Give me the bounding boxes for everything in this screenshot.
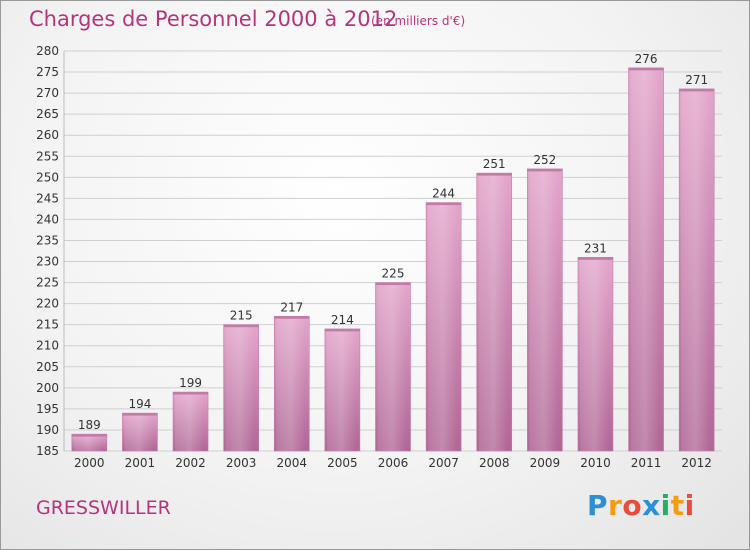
- x-tick-label: 2010: [580, 456, 611, 470]
- bar-top-edge: [324, 328, 360, 332]
- bar-shine: [681, 88, 711, 451]
- proxiti-logo[interactable]: Proxiti: [587, 489, 695, 522]
- bar-shine: [428, 202, 458, 451]
- y-tick-label: 235: [36, 233, 59, 247]
- x-axis-ticks: 2000 2001 2002 2003 2004 2005 2006 2007 2008 2009…: [74, 456, 712, 470]
- y-tick-label: 185: [36, 444, 59, 458]
- bar-top-edge: [577, 257, 613, 260]
- bar-shine: [73, 434, 103, 451]
- bar-top-edge: [527, 168, 563, 172]
- y-tick-label: 255: [36, 149, 59, 163]
- y-tick-label: 250: [36, 170, 59, 184]
- bar-value-label: 276: [635, 52, 658, 66]
- bar-top-edge: [628, 67, 664, 71]
- bar-top-edge: [274, 316, 310, 319]
- bar-value-label: 217: [280, 300, 303, 314]
- commune-name: GRESSWILLER: [36, 497, 171, 519]
- x-tick-label: 2004: [276, 456, 307, 470]
- bar-value-label: 252: [533, 153, 556, 167]
- bar-top-edge: [426, 202, 462, 206]
- bar-shine: [225, 324, 255, 451]
- bar-value-label: 271: [685, 73, 708, 87]
- y-tick-label: 195: [36, 402, 59, 416]
- y-tick-label: 275: [36, 65, 59, 79]
- bar-value-label: 214: [331, 313, 354, 327]
- x-tick-label: 2011: [631, 456, 662, 470]
- x-tick-label: 2005: [327, 456, 358, 470]
- x-tick-label: 2007: [428, 456, 459, 470]
- logo-letter: x: [642, 489, 661, 522]
- logo-letter: r: [608, 489, 623, 522]
- chart-title: Charges de Personnel 2000 à 2012: [29, 7, 398, 31]
- y-tick-label: 205: [36, 360, 59, 374]
- y-tick-label: 260: [36, 128, 59, 142]
- bar-shine: [529, 168, 559, 452]
- bar-top-edge: [173, 392, 209, 395]
- bar-shine: [579, 257, 609, 451]
- bar-shine: [478, 173, 508, 451]
- y-tick-label: 190: [36, 423, 59, 437]
- chart-subtitle: (en milliers d'€): [371, 14, 466, 28]
- logo-letter: i: [684, 489, 695, 522]
- bar-top-edge: [71, 434, 107, 437]
- bar-shine: [175, 392, 205, 451]
- bars: [71, 67, 715, 452]
- logo-letter: t: [670, 489, 685, 522]
- x-tick-label: 2009: [530, 456, 561, 470]
- bar-shine: [124, 413, 154, 451]
- y-tick-label: 265: [36, 107, 59, 121]
- bar-top-edge: [375, 282, 411, 286]
- bar-value-labels: 189 194 199 215 217 214 225 244 251 252 231 276 271: [78, 52, 708, 432]
- bar-top-edge: [223, 324, 259, 328]
- y-tick-label: 225: [36, 276, 59, 290]
- y-tick-label: 240: [36, 212, 59, 226]
- bar-value-label: 194: [128, 397, 151, 411]
- logo-letter: o: [622, 489, 643, 522]
- x-tick-label: 2006: [378, 456, 409, 470]
- logo-letter: P: [587, 489, 609, 522]
- y-tick-label: 220: [36, 297, 59, 311]
- bar-value-label: 189: [78, 418, 101, 432]
- x-tick-label: 2002: [175, 456, 206, 470]
- bar-shine: [377, 282, 407, 451]
- bar-value-label: 251: [483, 157, 506, 171]
- bar-top-edge: [679, 88, 715, 92]
- x-tick-label: 2008: [479, 456, 510, 470]
- y-tick-label: 230: [36, 255, 59, 269]
- y-tick-label: 210: [36, 339, 59, 353]
- x-tick-label: 2001: [125, 456, 156, 470]
- bar-value-label: 231: [584, 241, 607, 255]
- y-tick-label: 215: [36, 318, 59, 332]
- bar-shine: [630, 67, 660, 451]
- y-axis-ticks: 185 190 195 200 205 210 215 220 225 230 235 240 245 2…: [36, 44, 59, 458]
- y-tick-label: 245: [36, 191, 59, 205]
- bar-shine: [326, 328, 356, 451]
- bar-value-label: 215: [230, 309, 253, 323]
- x-tick-label: 2003: [226, 456, 257, 470]
- bar-shine: [276, 316, 306, 451]
- y-tick-label: 270: [36, 86, 59, 100]
- bar-value-label: 225: [382, 267, 405, 281]
- logo-letter: i: [660, 489, 671, 522]
- y-tick-label: 200: [36, 381, 59, 395]
- bar-value-label: 199: [179, 376, 202, 390]
- bar-top-edge: [476, 173, 512, 176]
- y-tick-label: 280: [36, 44, 59, 58]
- bar-top-edge: [122, 413, 158, 416]
- x-tick-label: 2012: [681, 456, 712, 470]
- x-tick-label: 2000: [74, 456, 105, 470]
- bar-value-label: 244: [432, 187, 455, 201]
